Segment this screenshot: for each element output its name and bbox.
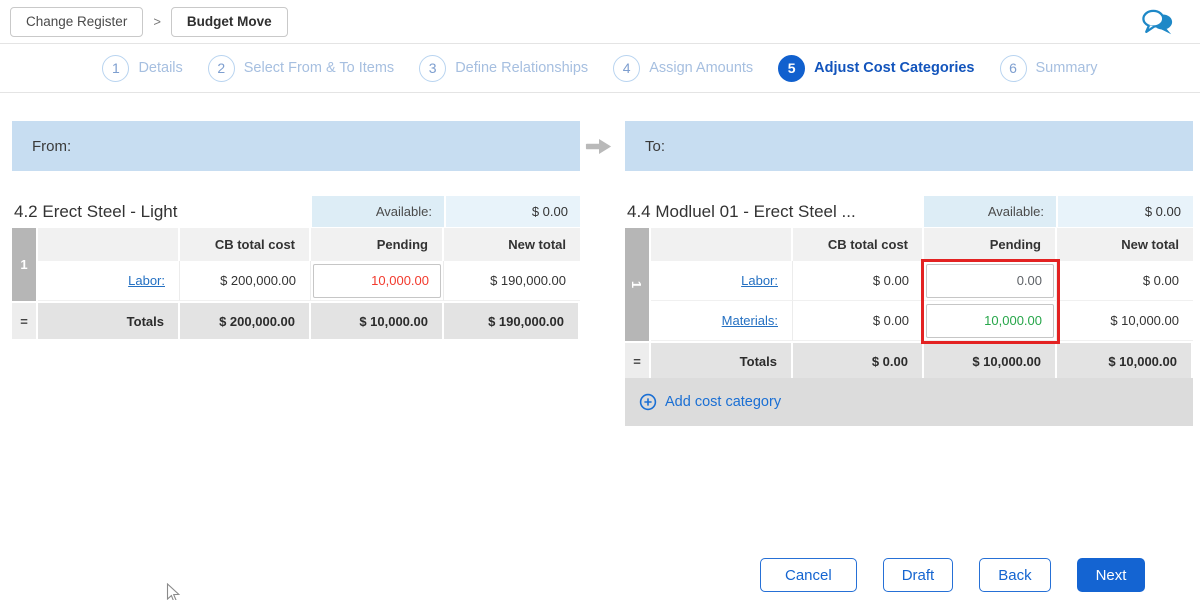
step-2-label: Select From & To Items xyxy=(243,60,395,76)
from-labor-link[interactable]: Labor: xyxy=(128,273,165,288)
add-cost-category-button[interactable]: Add cost category xyxy=(639,393,781,411)
breadcrumb-separator: > xyxy=(153,14,161,29)
to-materials-cb-total: $ 0.00 xyxy=(793,301,924,341)
step-6-label: Summary xyxy=(1035,60,1098,76)
from-available-label: Available: xyxy=(312,196,444,227)
step-2-circle: 2 xyxy=(207,54,235,82)
flow-arrow-icon xyxy=(585,138,613,160)
from-totals-cb: $ 200,000.00 xyxy=(180,301,311,339)
to-totals-new-total: $ 10,000.00 xyxy=(1057,341,1193,379)
step-assign-amounts[interactable]: 4 Assign Amounts xyxy=(613,54,754,82)
from-cost-table: 1 CB total cost Pending New total Labor:… xyxy=(12,228,580,339)
step-5-label: Adjust Cost Categories xyxy=(814,60,975,76)
from-totals-label: Totals xyxy=(38,301,180,339)
to-labor-pending-cell: 0.00 xyxy=(924,261,1057,301)
from-labor-new-total: $ 190,000.00 xyxy=(444,261,580,301)
from-available-value: $ 0.00 xyxy=(446,196,580,227)
add-cost-category-row: Add cost category xyxy=(625,378,1193,426)
add-cost-category-label: Add cost category xyxy=(665,394,782,410)
step-6-circle: 6 xyxy=(999,54,1027,82)
to-totals-label: Totals xyxy=(651,341,793,379)
back-button[interactable]: Back xyxy=(979,558,1051,592)
step-5-circle: 5 xyxy=(778,54,806,82)
from-col-blank xyxy=(38,228,180,261)
to-totals-pending: $ 10,000.00 xyxy=(924,341,1057,379)
to-labor-pending-input[interactable]: 0.00 xyxy=(926,263,1054,298)
to-labor-new-total: $ 0.00 xyxy=(1057,261,1193,301)
from-col-pending: Pending xyxy=(311,228,444,261)
to-cost-table: 1 CB total cost Pending New total Labor:… xyxy=(625,228,1193,379)
plus-circle-icon xyxy=(639,393,657,411)
to-materials-new-total: $ 10,000.00 xyxy=(1057,301,1193,341)
mouse-cursor xyxy=(166,582,181,600)
cancel-button[interactable]: Cancel xyxy=(760,558,857,592)
from-labor-pending-input[interactable]: 10,000.00 xyxy=(313,263,441,298)
to-totals-cb: $ 0.00 xyxy=(793,341,924,379)
to-labor-row-label: Labor: xyxy=(651,261,793,301)
to-materials-pending-cell: 10,000.00 xyxy=(924,301,1057,341)
to-materials-row-label: Materials: xyxy=(651,301,793,341)
to-materials-pending-input[interactable]: 10,000.00 xyxy=(926,303,1054,338)
step-1-label: Details xyxy=(138,60,183,76)
wizard-stepper: 1 Details 2 Select From & To Items 3 Def… xyxy=(0,44,1200,93)
breadcrumb-budget-move-button[interactable]: Budget Move xyxy=(170,6,288,37)
step-summary[interactable]: 6 Summary xyxy=(999,54,1098,82)
from-labor-cb-total: $ 200,000.00 xyxy=(180,261,311,301)
from-totals-marker: = xyxy=(12,301,38,339)
from-labor-pending-cell: 10,000.00 xyxy=(311,261,444,301)
step-4-label: Assign Amounts xyxy=(649,60,754,76)
from-panel-header: From: xyxy=(12,121,580,171)
to-panel-header: To: xyxy=(625,121,1193,171)
from-labor-row-label: Labor: xyxy=(38,261,180,301)
step-4-circle: 4 xyxy=(613,54,641,82)
breadcrumb-change-register-button[interactable]: Change Register xyxy=(10,6,144,37)
to-col-new-total: New total xyxy=(1057,228,1193,261)
step-select-from-to-items[interactable]: 2 Select From & To Items xyxy=(207,54,395,82)
to-col-cb-total-cost: CB total cost xyxy=(793,228,924,261)
to-available-label: Available: xyxy=(924,196,1056,227)
to-available-value: $ 0.00 xyxy=(1058,196,1193,227)
to-col-pending: Pending xyxy=(924,228,1057,261)
to-labor-link[interactable]: Labor: xyxy=(741,273,778,288)
draft-button[interactable]: Draft xyxy=(882,558,954,592)
from-row-group-index: 1 xyxy=(12,228,38,301)
from-totals-pending: $ 10,000.00 xyxy=(311,301,444,339)
from-totals-new-total: $ 190,000.00 xyxy=(444,301,580,339)
chat-icon[interactable] xyxy=(1142,8,1174,36)
next-button[interactable]: Next xyxy=(1076,558,1146,592)
step-1-circle: 1 xyxy=(102,54,130,82)
to-totals-marker: = xyxy=(625,341,651,379)
wizard-footer: Cancel Draft Back Next xyxy=(760,558,1146,592)
step-3-circle: 3 xyxy=(419,54,447,82)
to-materials-link[interactable]: Materials: xyxy=(721,313,778,328)
to-row-group-index: 1 xyxy=(625,228,651,341)
from-col-new-total: New total xyxy=(444,228,580,261)
step-details[interactable]: 1 Details xyxy=(102,54,183,82)
to-labor-cb-total: $ 0.00 xyxy=(793,261,924,301)
breadcrumb: Change Register > Budget Move xyxy=(0,0,1200,44)
to-item-title: 4.4 Modluel 01 - Erect Steel ... xyxy=(627,201,856,221)
step-define-relationships[interactable]: 3 Define Relationships xyxy=(419,54,589,82)
step-3-label: Define Relationships xyxy=(455,60,589,76)
step-adjust-cost-categories[interactable]: 5 Adjust Cost Categories xyxy=(778,54,975,82)
from-col-cb-total-cost: CB total cost xyxy=(180,228,311,261)
to-col-blank xyxy=(651,228,793,261)
from-item-title: 4.2 Erect Steel - Light xyxy=(14,201,178,221)
